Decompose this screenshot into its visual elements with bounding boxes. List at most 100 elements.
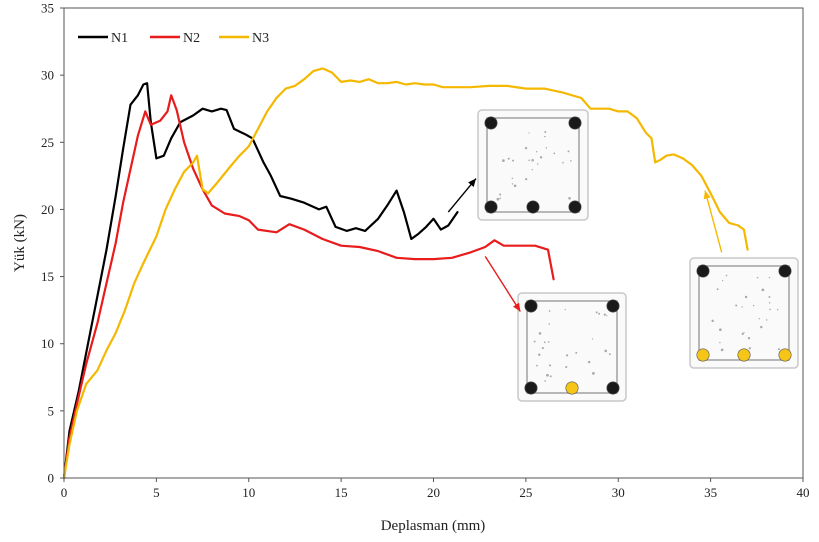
aggregate-speck [748, 347, 751, 350]
aggregate-speck [544, 380, 546, 382]
rebar-bar [778, 264, 792, 278]
legend-item-n1: N1 [78, 31, 128, 46]
aggregate-speck [592, 372, 595, 375]
legend-item-n2: N2 [150, 31, 200, 46]
aggregate-speck [735, 304, 738, 307]
rebar-bar [568, 116, 582, 130]
series-line-n3 [62, 67, 749, 480]
pointer-arrow [484, 256, 521, 312]
y-tick-label: 25 [41, 135, 54, 150]
aggregate-speck [725, 274, 728, 277]
rebar-bar [524, 381, 538, 395]
aggregate-speck [777, 348, 780, 351]
aggregate-speck [761, 288, 765, 292]
y-tick-label: 15 [41, 269, 54, 284]
aggregate-speck [536, 364, 538, 367]
x-tick-label: 5 [153, 485, 160, 500]
section-n1 [477, 109, 589, 221]
aggregate-speck [747, 337, 751, 340]
aggregate-speck [544, 135, 546, 138]
aggregate-speck [598, 312, 601, 315]
aggregate-speck [547, 341, 550, 343]
section-outer [689, 257, 799, 369]
rebar-bar [565, 381, 579, 395]
section-outer [517, 292, 627, 402]
aggregate-speck [565, 365, 568, 369]
rebar-bar [606, 381, 620, 395]
x-tick-label: 20 [427, 485, 440, 500]
rebar-bar [778, 348, 792, 362]
aggregate-speck [535, 151, 538, 153]
aggregate-speck [513, 184, 517, 188]
aggregate-speck [722, 279, 724, 282]
aggregate-speck [538, 332, 542, 335]
series-line-n2 [62, 94, 555, 480]
aggregate-speck [741, 306, 743, 308]
aggregate-speck [768, 302, 771, 304]
aggregate-speck [548, 310, 551, 312]
aggregate-speck [511, 177, 514, 180]
aggregate-speck [604, 349, 608, 353]
x-tick-label: 15 [335, 485, 348, 500]
aggregate-speck [541, 347, 544, 350]
aggregate-speck [511, 183, 514, 185]
aggregate-speck [549, 375, 552, 378]
aggregate-speck [499, 193, 502, 196]
aggregate-speck [539, 156, 543, 159]
aggregate-speck [587, 360, 591, 364]
rebar-bar [737, 348, 751, 362]
arrow-head [703, 190, 711, 200]
aggregate-speck [575, 351, 578, 354]
x-tick-label: 0 [61, 485, 68, 500]
aggregate-speck [595, 311, 598, 314]
aggregate-speck [507, 157, 510, 160]
aggregate-speck [567, 150, 570, 153]
x-tick-label: 30 [612, 485, 625, 500]
aggregate-speck [720, 348, 724, 352]
x-tick-label: 25 [519, 485, 532, 500]
aggregate-speck [548, 323, 551, 325]
aggregate-speck [525, 177, 528, 181]
aggregate-speck [545, 147, 548, 149]
arrow-shaft [484, 256, 521, 312]
pointer-arrow [447, 178, 477, 213]
y-tick-label: 5 [48, 403, 55, 418]
aggregate-speck [768, 296, 771, 298]
aggregate-speck [719, 328, 722, 332]
aggregate-speck [564, 309, 566, 311]
rebar-bar [484, 200, 498, 214]
aggregate-speck [768, 276, 771, 279]
aggregate-speck [544, 130, 547, 133]
legend-label: N1 [111, 31, 128, 46]
section-n3 [689, 257, 799, 369]
y-tick-label: 35 [41, 1, 54, 16]
aggregate-speck [765, 319, 768, 321]
rebar-bar [568, 200, 582, 214]
aggregate-speck [608, 353, 611, 356]
aggregate-speck [566, 354, 569, 357]
rebar-bar [606, 299, 620, 313]
aggregate-speck [769, 308, 771, 311]
aggregate-speck [546, 373, 549, 377]
aggregate-speck [538, 353, 541, 356]
y-tick-label: 20 [41, 202, 54, 217]
aggregate-speck [570, 159, 572, 162]
aggregate-speck [528, 132, 530, 134]
pointer-arrow [703, 190, 723, 253]
series-line-n1 [62, 82, 459, 480]
aggregate-speck [752, 304, 755, 307]
legend-label: N2 [183, 31, 200, 46]
aggregate-speck [716, 288, 719, 291]
aggregate-speck [744, 295, 748, 299]
aggregate-speck [756, 276, 759, 279]
y-tick-label: 30 [41, 68, 54, 83]
aggregate-speck [741, 332, 744, 336]
x-axis-label: Deplasman (mm) [381, 518, 486, 534]
aggregate-speck [553, 152, 556, 155]
aggregate-speck [499, 197, 502, 200]
aggregate-speck [568, 197, 571, 200]
legend-item-n3: N3 [219, 31, 269, 46]
arrow-head [468, 178, 476, 188]
aggregate-speck [531, 158, 534, 162]
